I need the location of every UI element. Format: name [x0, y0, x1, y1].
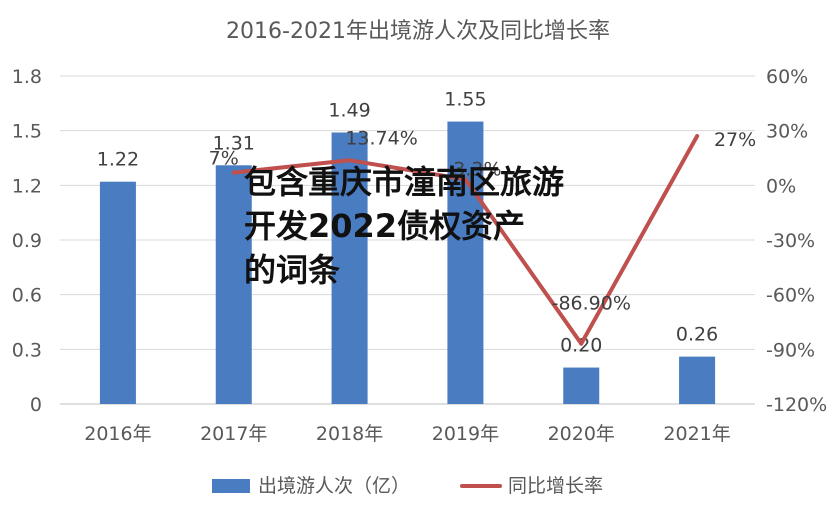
- left-tick-label: 1.5: [12, 121, 42, 143]
- right-tick-label: 0%: [766, 175, 796, 197]
- bar: [563, 367, 600, 404]
- bar: [447, 121, 484, 405]
- line-data-label: -86.90%: [552, 293, 631, 315]
- line-point: [347, 158, 352, 163]
- overlay-line-3: 的词条: [244, 251, 341, 289]
- right-tick-label: -30%: [766, 230, 815, 252]
- left-tick-label: 1.2: [12, 175, 42, 197]
- right-axis: -120% -90% -60% -30% 0% 30% 60%: [766, 66, 827, 416]
- left-tick-label: 0.9: [12, 230, 42, 252]
- line-data-labels: 7% 13.74% 3.3% -86.90% 27%: [209, 127, 757, 314]
- left-tick-label: 0.3: [12, 339, 42, 361]
- line-data-label: 27%: [714, 129, 756, 151]
- overlay-line-1: 包含重庆市潼南区旅游: [244, 163, 565, 201]
- bar: [99, 181, 136, 404]
- legend-label-line: 同比增长率: [508, 475, 603, 497]
- left-tick-label: 0.6: [12, 285, 42, 307]
- bar-data-label: 1.55: [444, 89, 486, 111]
- bar: [331, 132, 368, 404]
- left-axis: 0 0.3 0.6 0.9 1.2 1.5 1.8: [12, 66, 42, 416]
- line-data-label: 7%: [209, 148, 239, 170]
- bar-data-label: 0.26: [676, 324, 718, 346]
- x-tick-label: 2020年: [548, 423, 615, 445]
- bar: [679, 356, 716, 404]
- bar-data-label: 1.22: [97, 149, 139, 171]
- right-tick-label: 30%: [766, 121, 808, 143]
- x-tick-label: 2021年: [663, 423, 730, 445]
- line-point: [463, 177, 468, 182]
- x-tick-label: 2016年: [84, 423, 151, 445]
- left-tick-label: 1.8: [12, 66, 42, 88]
- line-point: [695, 134, 700, 139]
- bar-data-label: 1.49: [328, 99, 370, 121]
- line-point: [579, 341, 584, 346]
- bar-data-label: 1.31: [213, 132, 255, 154]
- x-tick-label: 2019年: [432, 423, 499, 445]
- legend: 出境游人次（亿） 同比增长率: [212, 475, 603, 497]
- line-data-label: 3.3%: [453, 158, 501, 180]
- legend-label-bar: 出境游人次（亿）: [258, 475, 410, 497]
- bar-series: [99, 121, 716, 405]
- right-tick-label: -90%: [766, 339, 815, 361]
- line-point: [231, 170, 236, 175]
- bar-data-labels: 1.221.311.491.550.200.26: [97, 89, 718, 357]
- right-tick-label: -60%: [766, 285, 815, 307]
- right-tick-label: 60%: [766, 66, 808, 88]
- x-tick-label: 2017年: [200, 423, 267, 445]
- line-data-label: 13.74%: [345, 127, 417, 149]
- x-axis: 2016年 2017年 2018年 2019年 2020年 2021年: [84, 423, 731, 445]
- gridlines: [60, 75, 755, 405]
- chart-title: 2016-2021年出境游人次及同比增长率: [226, 19, 610, 44]
- legend-swatch-bar: [212, 479, 250, 493]
- bar: [215, 165, 252, 404]
- overlay-watermark-text: 包含重庆市潼南区旅游 开发2022债权资产 的词条: [244, 160, 624, 292]
- overlay-line-2: 开发2022债权资产: [244, 207, 526, 245]
- left-tick-label: 0: [30, 394, 42, 416]
- right-tick-label: -120%: [766, 394, 827, 416]
- x-tick-label: 2018年: [316, 423, 383, 445]
- line-series: [231, 134, 700, 346]
